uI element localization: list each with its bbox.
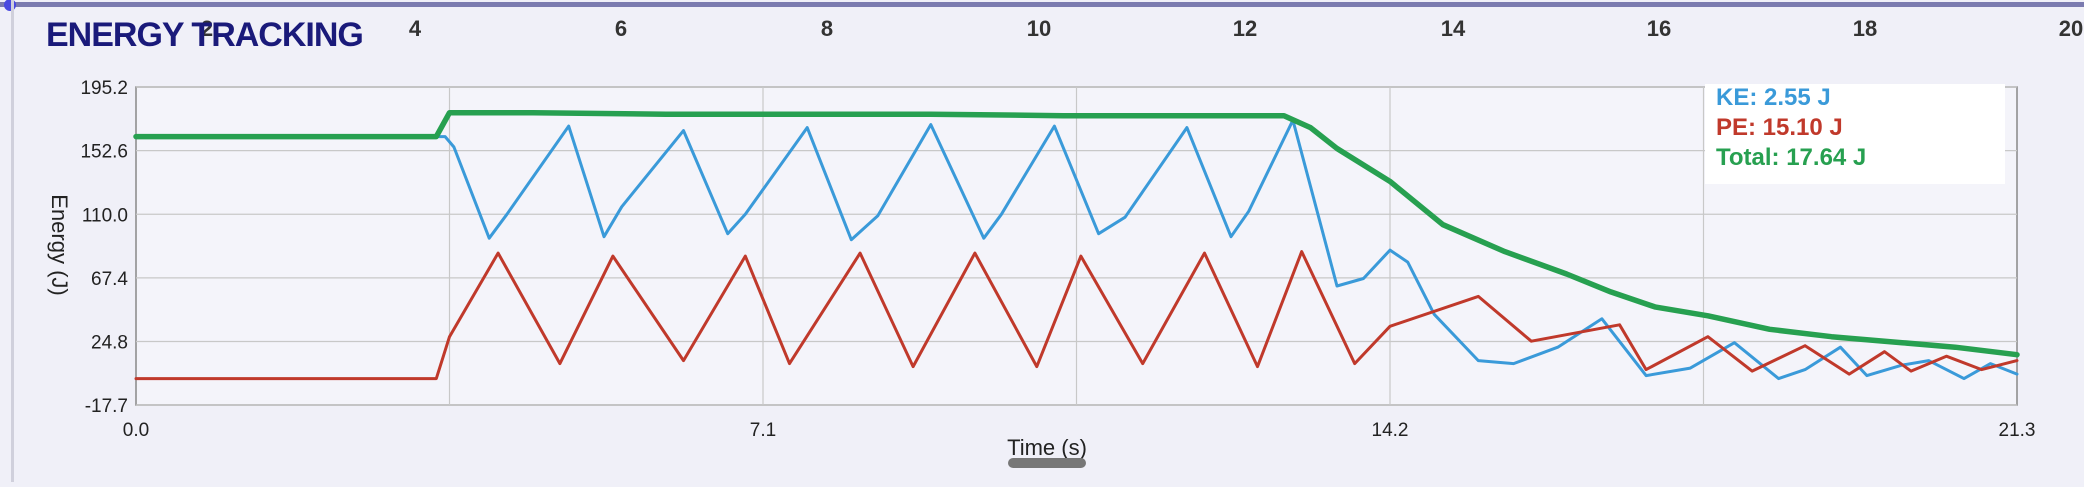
top-ruler-label: 2 — [201, 16, 213, 41]
top-ruler-label: 8 — [821, 16, 833, 41]
series-line-pe — [134, 250, 2019, 381]
chart-title: ENERGY TRACKING — [46, 16, 363, 54]
readout-total: Total: 17.64 J — [1716, 144, 1866, 171]
series-line-ke — [134, 118, 2019, 381]
y-tick-label: 195.2 — [80, 78, 128, 99]
y-axis-label: Energy (J) — [47, 194, 72, 295]
x-tick-label: 21.3 — [1999, 420, 2036, 441]
y-tick-label: -17.7 — [85, 396, 128, 417]
y-tick-label: 152.6 — [80, 142, 128, 163]
y-tick-label: 110.0 — [82, 205, 128, 226]
series-line-total — [133, 109, 2020, 358]
readout-pe: PE: 15.10 J — [1716, 114, 1843, 141]
scrollbar-thumb[interactable] — [1008, 458, 1086, 468]
top-ruler-label: 4 — [409, 16, 422, 41]
x-tick-label: 0.0 — [123, 420, 149, 441]
x-axis-ticks: 0.0 7.1 14.2 21.3 — [123, 420, 2036, 441]
readout-ke: KE: 2.55 J — [1716, 84, 1831, 111]
y-tick-label: 67.4 — [91, 269, 128, 290]
panel-top-edge — [0, 2, 2084, 7]
top-ruler: 2 4 6 8 10 12 14 16 18 20 — [201, 16, 2083, 41]
top-ruler-label: 10 — [1027, 16, 1051, 41]
top-ruler-label: 6 — [615, 16, 627, 41]
top-ruler-label: 14 — [1441, 16, 1466, 41]
x-tick-label: 14.2 — [1372, 420, 1409, 441]
x-axis-label: Time (s) — [1007, 435, 1087, 460]
x-tick-label: 7.1 — [750, 420, 776, 441]
y-axis-ticks: 195.2 152.6 110.0 67.4 24.8 -17.7 — [80, 78, 128, 417]
readout-box — [1705, 84, 2005, 184]
series-layer — [133, 109, 2020, 381]
top-ruler-label: 20 — [2059, 16, 2083, 41]
top-ruler-label: 18 — [1853, 16, 1877, 41]
resize-handle[interactable] — [4, 0, 16, 11]
top-ruler-label: 12 — [1233, 16, 1257, 41]
panel-left-edge — [11, 0, 14, 482]
y-tick-label: 24.8 — [91, 333, 128, 354]
top-ruler-label: 16 — [1647, 16, 1671, 41]
